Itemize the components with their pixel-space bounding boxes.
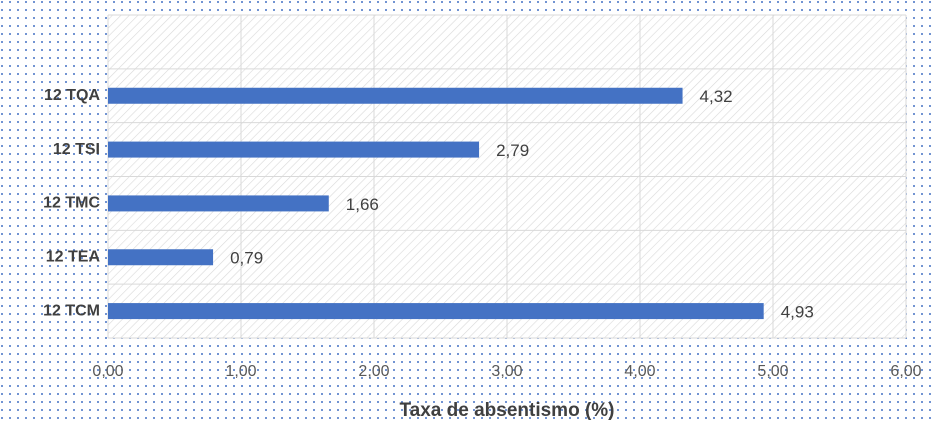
x-tick-label: 6,00 <box>890 363 921 380</box>
y-tick-label: 12 TQA <box>44 87 100 104</box>
value-label: 4,32 <box>700 87 733 106</box>
y-tick-label: 12 TCM <box>43 302 100 319</box>
bar <box>108 141 480 158</box>
x-tick-label: 2,00 <box>358 363 389 380</box>
value-label: 4,93 <box>781 303 814 322</box>
x-tick-label: 0,00 <box>92 363 123 380</box>
y-tick-label: 12 TEA <box>46 248 101 265</box>
x-axis-title: Taxa de absentismo (%) <box>399 400 614 421</box>
value-label: 0,79 <box>230 249 263 268</box>
x-tick-label: 5,00 <box>757 363 788 380</box>
bar <box>108 195 329 212</box>
x-tick-label: 4,00 <box>624 363 655 380</box>
bar <box>108 303 764 320</box>
bar <box>108 249 214 266</box>
value-label: 1,66 <box>346 195 379 214</box>
y-tick-label: 12 TSI <box>53 141 100 158</box>
y-tick-label: 12 TMC <box>43 195 100 212</box>
value-label: 2,79 <box>496 141 529 160</box>
x-tick-label: 1,00 <box>225 363 256 380</box>
x-tick-label: 3,00 <box>491 363 522 380</box>
bar <box>108 87 683 104</box>
